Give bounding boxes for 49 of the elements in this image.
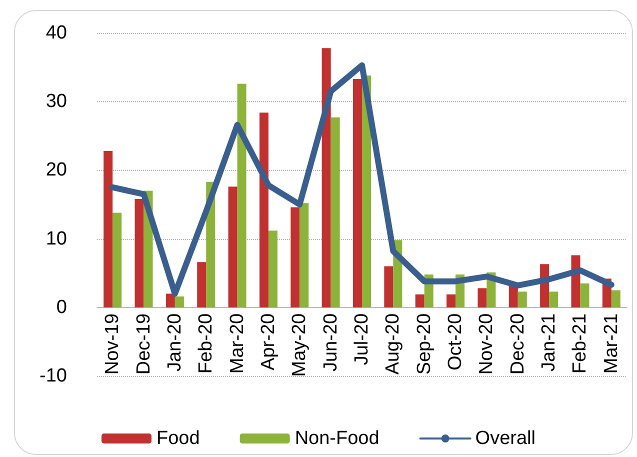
x-tick-label: Mar-21 xyxy=(600,313,622,374)
bar xyxy=(611,290,620,308)
x-tick-label: Oct-20 xyxy=(445,313,466,370)
x-tick-label: Jun-20 xyxy=(320,313,342,372)
bar xyxy=(518,292,527,308)
y-tick-label: 0 xyxy=(56,296,67,318)
bar xyxy=(549,292,558,308)
bar xyxy=(134,199,144,308)
x-tick-label: May-20 xyxy=(289,313,310,377)
bar xyxy=(415,294,424,308)
y-tick-label: 30 xyxy=(46,91,67,112)
x-tick-label: Jul-20 xyxy=(352,313,372,366)
x-tick-label: Jan-20 xyxy=(164,313,186,372)
bar xyxy=(353,78,362,308)
bar xyxy=(478,288,487,308)
bar xyxy=(322,48,331,308)
legend-label: Non-Food xyxy=(294,428,380,449)
y-tick-label: 10 xyxy=(46,228,67,250)
x-tick-label: Mar-20 xyxy=(226,313,248,374)
bar xyxy=(237,84,246,308)
x-tick-label: Sep-20 xyxy=(414,313,435,375)
bar xyxy=(112,212,122,308)
bar xyxy=(330,117,340,308)
bar xyxy=(259,112,268,308)
bar xyxy=(197,262,206,308)
bar xyxy=(104,150,113,308)
x-tick-label: Apr-20 xyxy=(258,313,279,370)
x-tick-label: Nov-20 xyxy=(476,313,498,375)
x-tick-label: Jan-21 xyxy=(538,313,560,372)
x-tick-label: Feb-21 xyxy=(570,313,591,374)
y-tick-label: 40 xyxy=(46,22,67,44)
y-tick-label: 20 xyxy=(46,160,67,181)
bar xyxy=(384,266,394,308)
legend-label: Overall xyxy=(475,428,536,449)
bar xyxy=(228,186,238,308)
bar xyxy=(300,203,309,308)
bar xyxy=(290,207,300,308)
bar xyxy=(580,283,590,308)
x-tick-label: Dec-20 xyxy=(507,313,528,375)
bar xyxy=(446,294,456,308)
legend-label: Food xyxy=(156,428,200,449)
bar xyxy=(166,294,175,308)
x-tick-label: Aug-20 xyxy=(382,313,404,375)
x-tick-label: Nov-19 xyxy=(102,313,124,375)
y-tick-label: -10 xyxy=(40,366,67,386)
bar xyxy=(268,230,278,308)
x-tick-label: Feb-20 xyxy=(196,313,217,374)
x-tick-label: Dec-19 xyxy=(133,313,154,375)
bar xyxy=(174,296,184,308)
